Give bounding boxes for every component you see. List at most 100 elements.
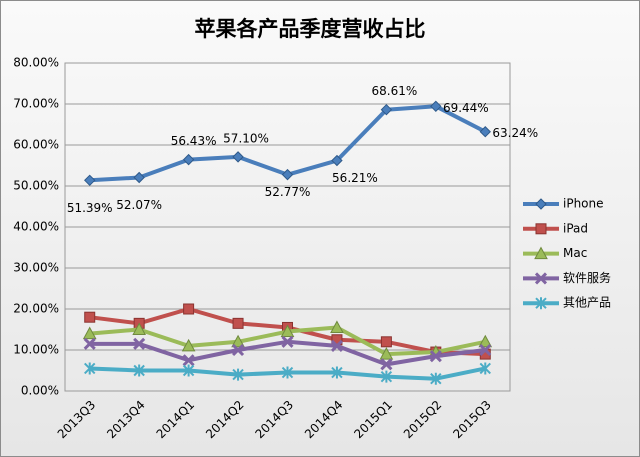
marker — [182, 354, 195, 367]
data-label: 51.39% — [67, 201, 113, 215]
marker-shape — [380, 370, 393, 383]
marker — [83, 337, 96, 350]
marker-shape — [280, 324, 295, 338]
data-label: 56.21% — [332, 171, 378, 185]
marker — [182, 153, 195, 166]
marker — [183, 303, 195, 315]
marker-shape — [330, 320, 344, 333]
legend-marker — [534, 246, 548, 260]
marker-shape — [479, 343, 492, 357]
marker — [231, 343, 245, 357]
marker — [82, 326, 97, 340]
marker-shape — [380, 103, 393, 116]
y-tick-label: 80.00% — [13, 56, 59, 70]
marker — [379, 347, 394, 360]
marker — [479, 362, 491, 375]
marker-shape — [331, 154, 343, 167]
marker-shape — [535, 223, 547, 235]
marker — [478, 334, 493, 348]
marker-shape — [430, 372, 442, 385]
marker-shape — [183, 303, 195, 315]
marker — [380, 358, 393, 371]
marker-shape — [181, 338, 196, 352]
marker-shape — [84, 174, 96, 187]
legend-marker — [535, 198, 547, 210]
marker — [330, 339, 344, 352]
marker — [429, 350, 442, 363]
y-tick-label: 10.00% — [13, 343, 59, 357]
marker — [84, 311, 96, 323]
data-label: 63.24% — [492, 126, 538, 140]
data-label: 57.10% — [223, 131, 269, 145]
marker-shape — [133, 364, 145, 377]
marker — [181, 338, 196, 352]
marker-shape — [380, 336, 392, 348]
marker-shape — [182, 364, 195, 377]
marker — [430, 100, 442, 113]
marker-shape — [231, 334, 245, 348]
marker-shape — [331, 366, 343, 379]
data-label: 69.44% — [443, 101, 489, 115]
marker-shape — [281, 366, 294, 379]
marker — [380, 103, 393, 116]
marker-shape — [84, 362, 96, 375]
legend-marker — [535, 297, 547, 310]
marker-shape — [281, 335, 294, 348]
marker — [232, 151, 244, 163]
data-label: 52.07% — [116, 198, 162, 212]
marker-shape — [535, 297, 547, 310]
marker-shape — [535, 198, 547, 210]
marker — [280, 324, 295, 338]
marker-shape — [133, 171, 145, 184]
marker-shape — [379, 347, 394, 360]
marker — [281, 168, 294, 181]
marker — [232, 368, 244, 381]
y-tick-label: 50.00% — [13, 179, 59, 193]
marker — [330, 320, 344, 333]
marker — [231, 334, 245, 348]
data-label: 56.43% — [171, 134, 217, 148]
legend-label: Mac — [563, 246, 587, 260]
marker-shape — [478, 334, 493, 348]
marker — [331, 366, 343, 379]
y-tick-label: 20.00% — [13, 302, 59, 316]
marker — [182, 364, 195, 377]
marker-shape — [429, 350, 442, 363]
marker-shape — [479, 362, 491, 375]
data-label: 52.77% — [265, 185, 311, 199]
marker-shape — [84, 311, 96, 323]
legend-label: 其他产品 — [563, 296, 611, 310]
marker — [133, 337, 146, 350]
marker-shape — [232, 368, 244, 381]
marker — [281, 366, 294, 379]
data-label: 68.61% — [372, 84, 418, 98]
marker-shape — [281, 168, 294, 181]
legend-label: 软件服务 — [563, 270, 611, 285]
y-tick-label: 0.00% — [21, 384, 59, 398]
legend-label: iPad — [563, 221, 588, 235]
y-tick-label: 60.00% — [13, 138, 59, 152]
marker — [380, 336, 392, 348]
y-tick-label: 70.00% — [13, 97, 59, 111]
y-tick-label: 40.00% — [13, 220, 59, 234]
legend-label: iPhone — [563, 197, 604, 211]
y-tick-label: 30.00% — [13, 261, 59, 275]
marker — [133, 171, 145, 184]
marker — [232, 317, 244, 329]
marker-shape — [534, 272, 548, 285]
marker-shape — [380, 358, 393, 371]
marker — [479, 126, 491, 138]
marker — [133, 364, 145, 377]
marker — [84, 362, 96, 375]
marker-shape — [232, 317, 244, 329]
marker-shape — [132, 322, 147, 335]
marker-shape — [182, 354, 195, 367]
marker — [479, 343, 492, 357]
marker-shape — [430, 100, 442, 113]
marker-shape — [182, 153, 195, 166]
marker-shape — [232, 151, 244, 163]
marker — [84, 174, 96, 187]
marker — [380, 370, 393, 383]
legend-marker — [534, 272, 548, 285]
